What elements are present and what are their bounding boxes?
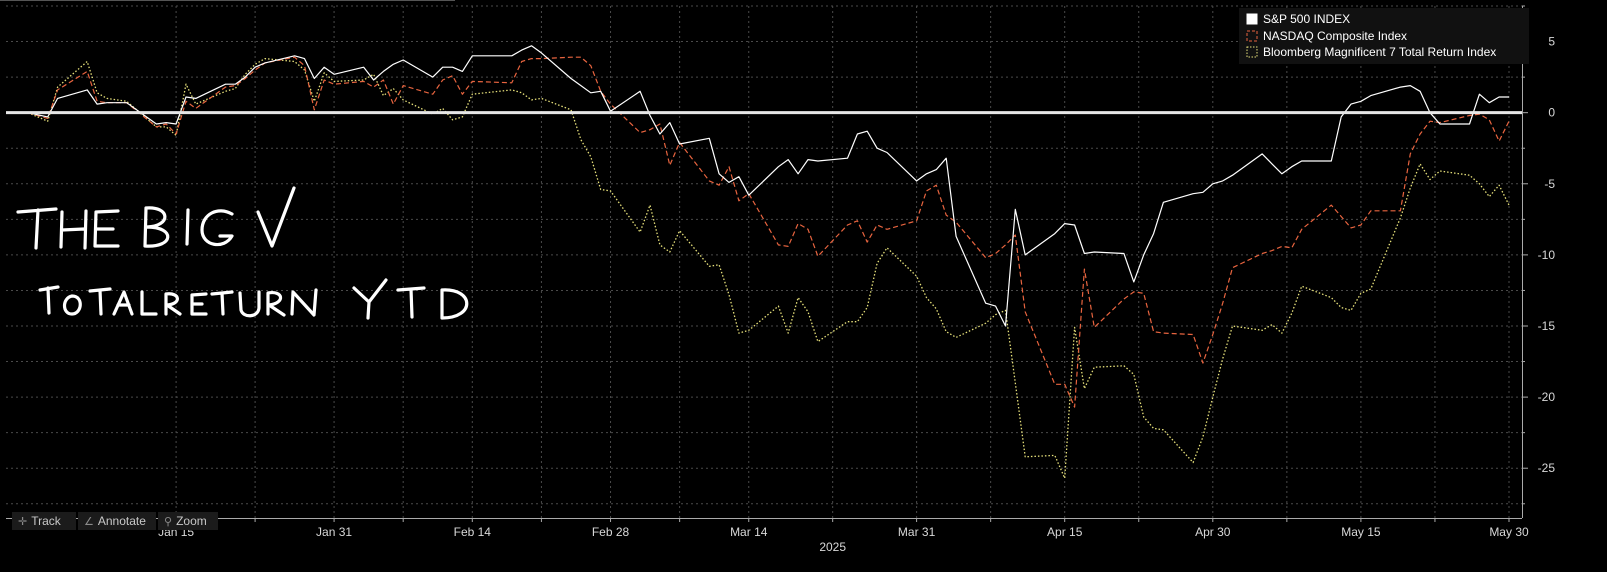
annotate-label: Annotate	[97, 514, 146, 528]
x-tick-label: May 30	[1489, 525, 1529, 539]
legend-label-sp500: S&P 500 INDEX	[1263, 12, 1350, 26]
annotation-strokes-total-return-ytd	[38, 278, 469, 320]
series-line-1	[27, 56, 1510, 408]
x-tick-label: May 15	[1341, 525, 1381, 539]
y-tick-label: -20	[1538, 390, 1556, 404]
annotation-strokes-the-big-v	[16, 186, 296, 250]
legend-swatch-mag7	[1246, 46, 1258, 58]
legend-swatch-sp500	[1246, 13, 1258, 25]
y-tick-label: -25	[1538, 461, 1556, 475]
series-line-0	[27, 45, 1509, 327]
axes: Jan 15 Jan 31 Feb 14 Feb 28 Mar 14 Mar 31 Apr …	[0, 0, 1556, 554]
annotate-button[interactable]: ∠ Annotate	[78, 512, 156, 530]
zoom-button[interactable]: ⚲ Zoom	[158, 512, 218, 530]
x-tick-label: Mar 14	[730, 525, 768, 539]
handwritten-annotation: THE BIG V TOTAL RETURN YTD	[14, 186, 469, 320]
x-tick-label: Feb 14	[454, 525, 492, 539]
y-tick-label: -10	[1538, 248, 1556, 262]
y-tick-label: 0	[1548, 106, 1555, 120]
legend-label-nasdaq: NASDAQ Composite Index	[1263, 29, 1407, 43]
y-tick-label: 5	[1548, 35, 1555, 49]
series-lines	[6, 45, 1522, 479]
legend: S&P 500 INDEX NASDAQ Composite Index Blo…	[1239, 8, 1529, 64]
legend-swatch-nasdaq	[1246, 30, 1258, 42]
y-tick-label: -5	[1544, 177, 1555, 191]
y-tick-label: -15	[1538, 319, 1556, 333]
x-tick-label: Feb 28	[592, 525, 630, 539]
annotation-line-2: TOTAL RETURN YTD	[14, 298, 24, 301]
legend-background	[1239, 8, 1529, 64]
series-line-2	[27, 57, 1510, 479]
zoom-label: Zoom	[176, 514, 207, 528]
track-label: Track	[31, 514, 61, 528]
x-year-label: 2025	[819, 540, 846, 554]
x-tick-label: Apr 15	[1047, 525, 1083, 539]
x-tick-label: Jan 31	[316, 525, 352, 539]
grid	[6, 5, 1522, 518]
x-tick-label: Apr 30	[1195, 525, 1231, 539]
legend-label-mag7: Bloomberg Magnificent 7 Total Return Ind…	[1263, 45, 1496, 59]
crosshair-icon: ✛	[18, 516, 28, 528]
pencil-icon: ∠	[84, 516, 94, 528]
track-button[interactable]: ✛ Track	[12, 512, 76, 530]
x-tick-label: Mar 31	[898, 525, 936, 539]
magnifier-icon: ⚲	[164, 516, 173, 528]
annotation-line-1: THE BIG V	[14, 227, 19, 229]
